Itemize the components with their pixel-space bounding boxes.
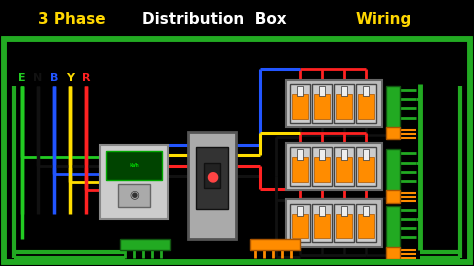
Text: B: B (50, 73, 58, 82)
Text: R: R (82, 73, 90, 82)
Bar (386, 247, 400, 259)
Text: 3 Phase: 3 Phase (38, 11, 106, 27)
Bar (290, 203, 310, 242)
Bar (312, 147, 332, 186)
Bar (341, 149, 347, 160)
Bar (386, 149, 400, 192)
Bar (356, 147, 376, 186)
Bar (356, 203, 376, 242)
Bar (319, 206, 325, 216)
Bar (336, 157, 352, 182)
Bar (292, 157, 308, 182)
Bar (188, 132, 236, 239)
Text: Distribution  Box: Distribution Box (142, 11, 287, 27)
Bar (250, 239, 300, 250)
Text: Wiring: Wiring (356, 11, 412, 27)
Bar (358, 157, 374, 182)
Bar (314, 157, 330, 182)
Text: E: E (18, 73, 26, 82)
Text: ●: ● (206, 169, 218, 183)
Bar (319, 86, 325, 96)
Bar (363, 206, 369, 216)
Bar (297, 206, 303, 216)
Text: Y: Y (66, 73, 74, 82)
Bar (334, 203, 354, 242)
Bar (341, 86, 347, 96)
Bar (196, 147, 228, 209)
Bar (363, 149, 369, 160)
Bar (386, 86, 400, 129)
Bar (100, 145, 168, 219)
Bar (341, 206, 347, 216)
Bar (358, 94, 374, 119)
Bar (297, 86, 303, 96)
Bar (106, 151, 162, 180)
Bar (363, 86, 369, 96)
Bar (358, 214, 374, 238)
Bar (297, 149, 303, 160)
Bar (118, 184, 150, 207)
Bar (314, 94, 330, 119)
Bar (314, 214, 330, 238)
Bar (336, 94, 352, 119)
Bar (336, 214, 352, 238)
Bar (386, 190, 400, 202)
Text: kWh: kWh (129, 163, 139, 168)
Bar (292, 94, 308, 119)
Text: N: N (33, 73, 43, 82)
Bar (290, 147, 310, 186)
Bar (290, 84, 310, 123)
Bar (334, 84, 354, 123)
Bar (312, 84, 332, 123)
Bar (286, 200, 382, 247)
Bar (334, 147, 354, 186)
Bar (204, 163, 220, 188)
Bar (312, 203, 332, 242)
Text: ◉: ◉ (129, 190, 139, 200)
Bar (319, 149, 325, 160)
Bar (386, 206, 400, 249)
Bar (356, 84, 376, 123)
Bar (286, 143, 382, 190)
Bar (386, 127, 400, 139)
Bar (120, 239, 170, 250)
Bar (292, 214, 308, 238)
Bar (286, 80, 382, 127)
